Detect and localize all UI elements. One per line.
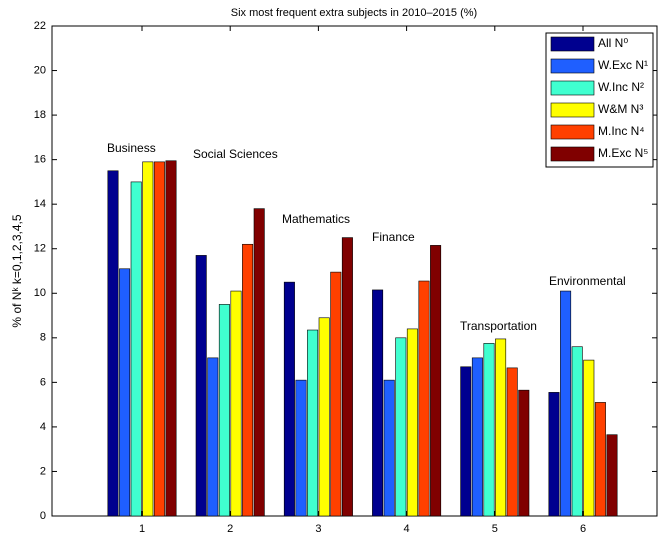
bar	[253, 208, 265, 517]
annotation: Transportation	[460, 319, 537, 333]
bar	[330, 271, 342, 517]
bar	[130, 181, 142, 517]
bar	[506, 367, 518, 517]
annotation: Business	[107, 141, 156, 155]
legend-label: W.Inc N²	[598, 80, 644, 94]
annotation: Social Sciences	[193, 147, 278, 161]
legend-label: M.Exc N⁵	[598, 146, 648, 160]
annotation: Mathematics	[282, 212, 350, 226]
bar	[383, 379, 395, 517]
bar	[242, 243, 254, 517]
y-tick-label: 0	[40, 510, 46, 522]
legend-swatch	[550, 58, 595, 74]
bar	[606, 434, 618, 517]
bar	[230, 290, 242, 517]
y-tick-label: 10	[34, 287, 46, 299]
bar	[283, 281, 295, 517]
bar	[460, 366, 472, 517]
y-tick-label: 2	[40, 465, 46, 477]
bar	[395, 337, 407, 517]
legend-label: W.Exc N¹	[598, 58, 648, 72]
y-tick-label: 6	[40, 376, 46, 388]
y-tick-label: 16	[34, 154, 46, 166]
bar	[207, 357, 219, 517]
y-tick-label: 12	[34, 243, 46, 255]
bar	[119, 268, 131, 517]
bar	[165, 160, 177, 517]
y-tick-label: 14	[34, 198, 46, 210]
bar	[372, 289, 384, 517]
y-tick-label: 4	[40, 421, 46, 433]
annotation: Environmental	[549, 274, 626, 288]
bar	[471, 357, 483, 517]
bar	[548, 392, 560, 517]
legend-swatch	[550, 124, 595, 140]
y-tick-label: 22	[34, 20, 46, 32]
bar	[195, 255, 207, 517]
x-tick-label: 4	[404, 523, 410, 535]
bar	[406, 328, 418, 517]
bar	[418, 280, 430, 517]
x-tick-label: 6	[580, 523, 586, 535]
chart-title: Six most frequent extra subjects in 2010…	[231, 7, 477, 19]
bar	[560, 290, 572, 517]
bar	[318, 317, 330, 517]
legend-swatch	[550, 146, 595, 162]
y-tick-label: 20	[34, 64, 46, 76]
bar	[307, 329, 319, 517]
legend-label: All N⁰	[598, 36, 628, 50]
y-tick-label: 8	[40, 332, 46, 344]
bar	[153, 161, 165, 517]
legend-swatch	[550, 80, 595, 96]
x-tick-label: 2	[227, 523, 233, 535]
legend-swatch	[550, 36, 595, 52]
legend-label: M.Inc N⁴	[598, 124, 645, 138]
plot-frame	[51, 25, 658, 517]
bar	[142, 161, 154, 517]
legend-label: W&M N³	[598, 102, 643, 116]
annotation: Finance	[372, 230, 415, 244]
bar	[295, 379, 307, 517]
bar	[341, 237, 353, 517]
legend-box	[545, 32, 654, 168]
bar	[495, 338, 507, 517]
bar	[107, 170, 119, 517]
x-tick-label: 1	[139, 523, 145, 535]
y-axis-label: % of Nᵏ k=0,1,2,3,4,5	[10, 214, 24, 327]
legend-swatch	[550, 102, 595, 118]
bar	[583, 359, 595, 517]
bar	[518, 389, 530, 517]
bar	[218, 304, 230, 517]
y-tick-label: 18	[34, 109, 46, 121]
bar	[483, 343, 495, 517]
bar	[594, 402, 606, 517]
x-tick-label: 3	[315, 523, 321, 535]
bar	[430, 245, 442, 517]
x-tick-label: 5	[492, 523, 498, 535]
bar	[571, 346, 583, 517]
